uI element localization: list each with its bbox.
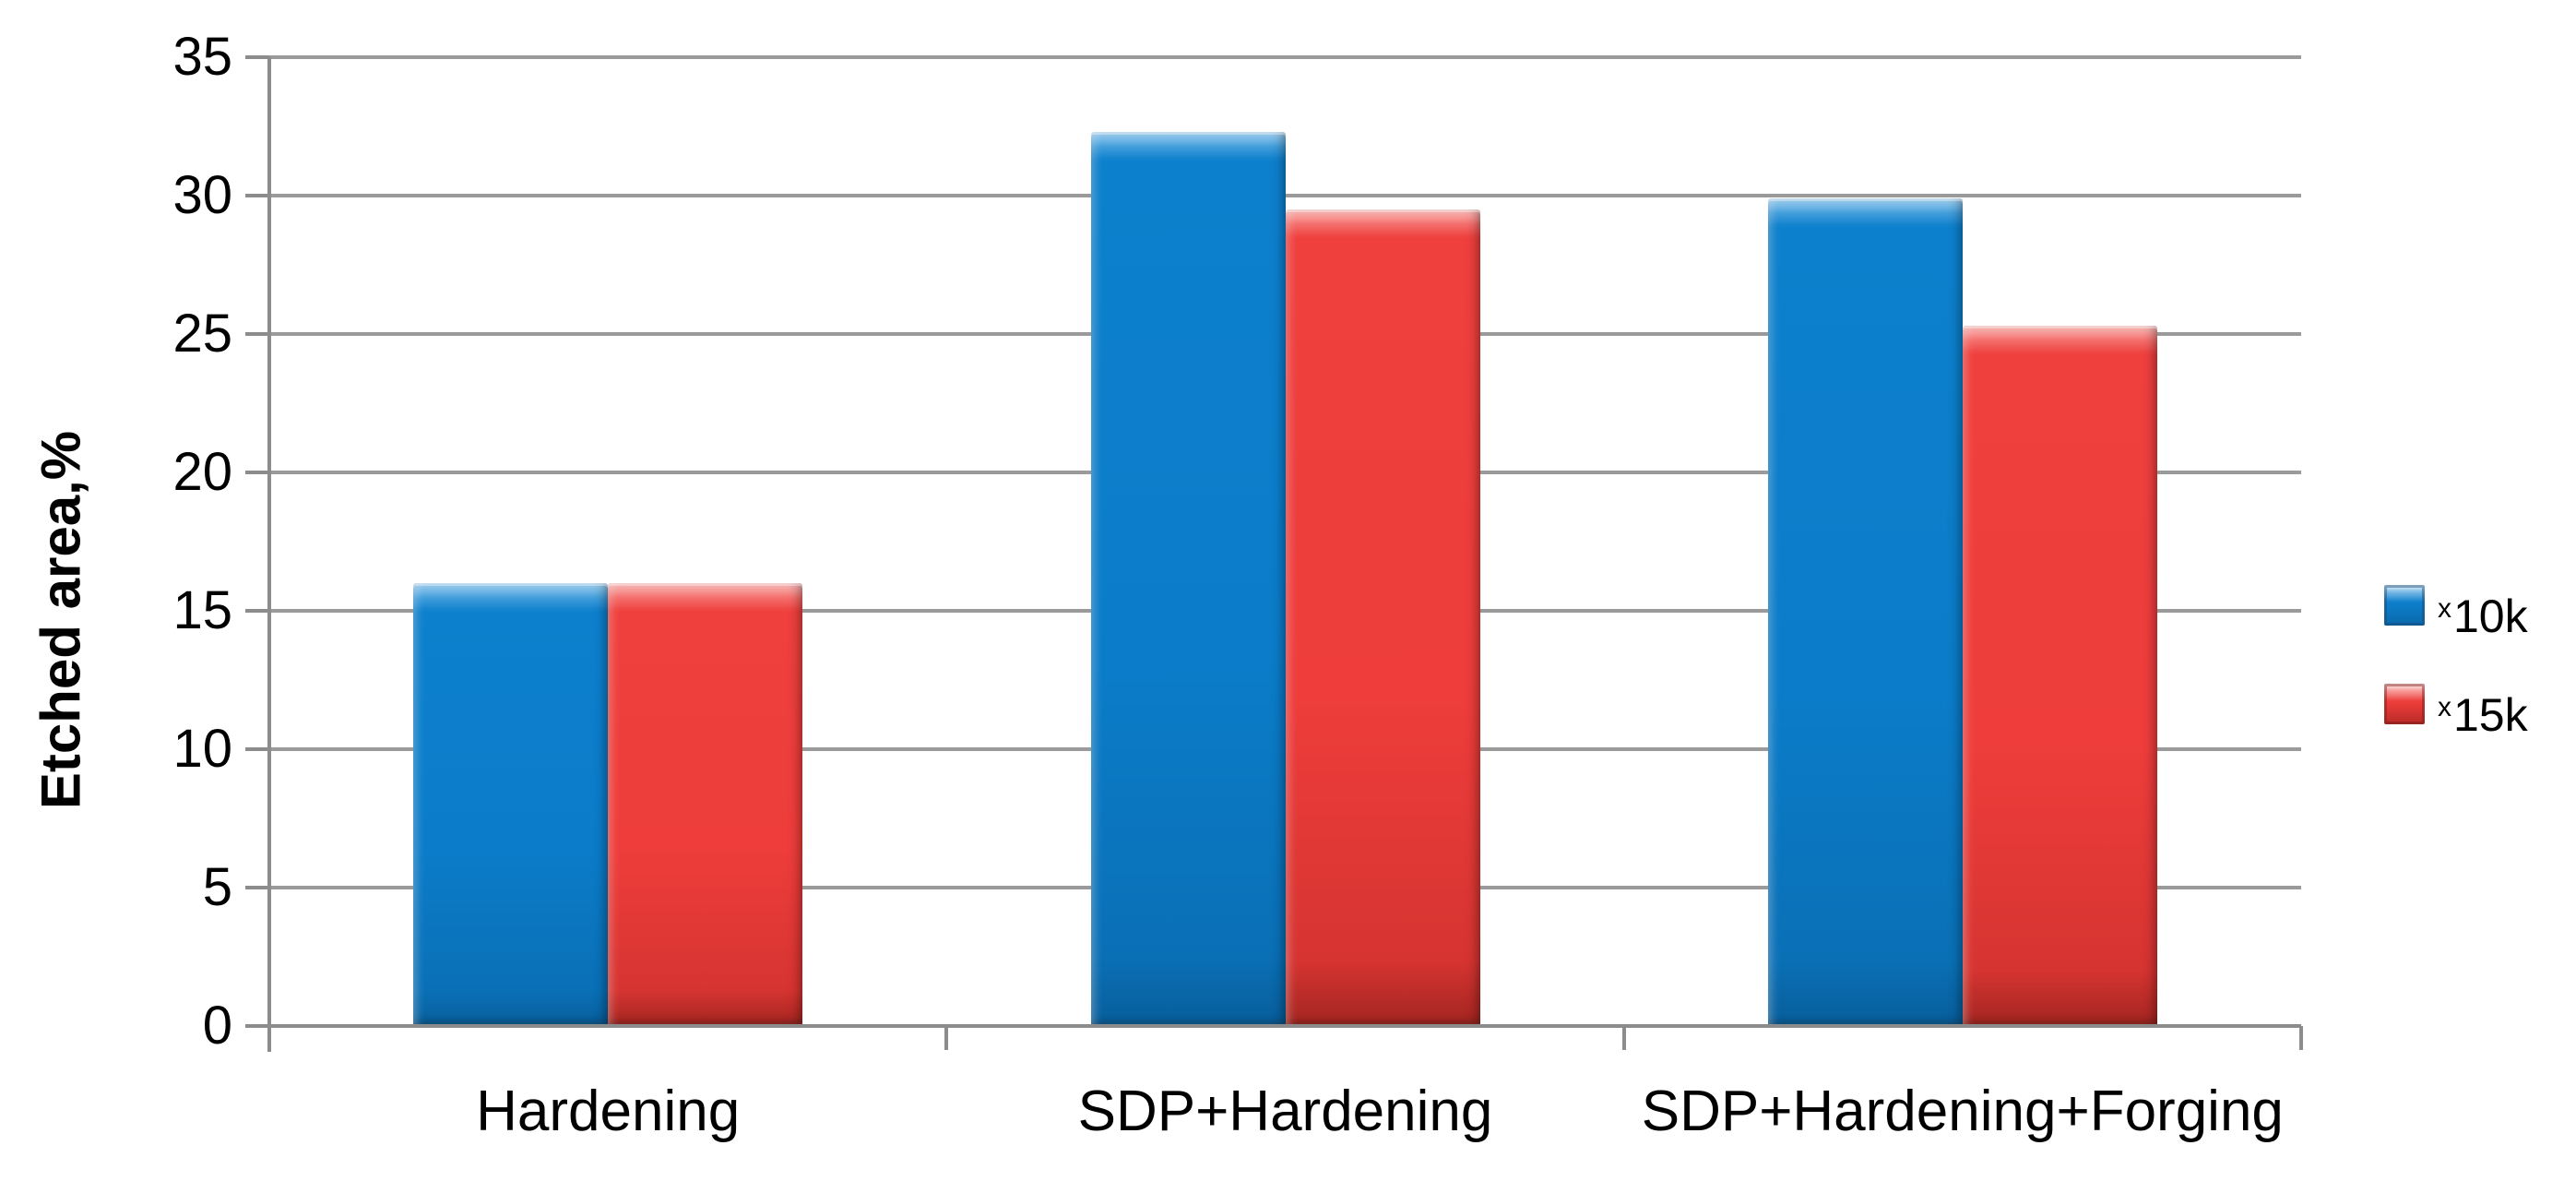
legend-sup-x: x [2438, 593, 2451, 624]
gridline-35 [269, 55, 2301, 59]
x-tick-mark-1 [944, 1026, 949, 1050]
bar-hardening-x15k [608, 583, 803, 1026]
legend-label-x15k: x15k [2438, 684, 2528, 739]
y-tick-label-5: 5 [202, 857, 232, 917]
x-category-label-3: SDP+Hardening+Forging [1641, 1080, 2284, 1143]
bar-sdp-hardening-forging-x15k [1962, 326, 2157, 1026]
x-tick-mark-3 [2299, 1026, 2303, 1050]
legend-item-x15k: x15k [2384, 684, 2528, 739]
legend-item-x10k: x10k [2384, 585, 2528, 640]
y-tick-mark-15 [245, 609, 269, 613]
y-tick-mark-25 [245, 332, 269, 336]
x-axis-line [245, 1024, 2301, 1028]
legend-swatch-red-icon [2384, 684, 2425, 724]
legend-text-15k: 15k [2453, 689, 2528, 741]
bar-sdp-hardening-x15k [1285, 209, 1480, 1026]
legend-sup-x: x [2438, 692, 2451, 722]
bar-sdp-hardening-x10k [1090, 132, 1286, 1026]
y-axis-line [267, 57, 271, 1052]
x-category-label-2: SDP+Hardening [1077, 1080, 1493, 1143]
legend-text-10k: 10k [2453, 591, 2528, 642]
y-tick-label-20: 20 [172, 442, 232, 502]
y-tick-label-0: 0 [202, 996, 232, 1056]
y-tick-label-30: 30 [172, 165, 232, 225]
x-tick-mark-2 [1621, 1026, 1626, 1050]
x-category-label-1: Hardening [476, 1080, 741, 1143]
y-tick-mark-10 [245, 747, 269, 751]
y-tick-label-25: 25 [172, 304, 232, 364]
y-tick-label-35: 35 [172, 27, 232, 87]
y-tick-mark-5 [245, 886, 269, 889]
y-tick-label-15: 15 [172, 580, 232, 640]
y-tick-mark-20 [245, 471, 269, 474]
legend-label-x10k: x10k [2438, 585, 2528, 640]
bar-sdp-hardening-forging-x10k [1767, 198, 1963, 1026]
y-tick-mark-30 [245, 194, 269, 197]
gridline-30 [269, 194, 2301, 197]
bar-hardening-x10k [413, 583, 609, 1026]
y-tick-mark-35 [245, 55, 269, 59]
y-tick-label-10: 10 [172, 719, 232, 779]
legend-swatch-blue-icon [2384, 585, 2425, 626]
